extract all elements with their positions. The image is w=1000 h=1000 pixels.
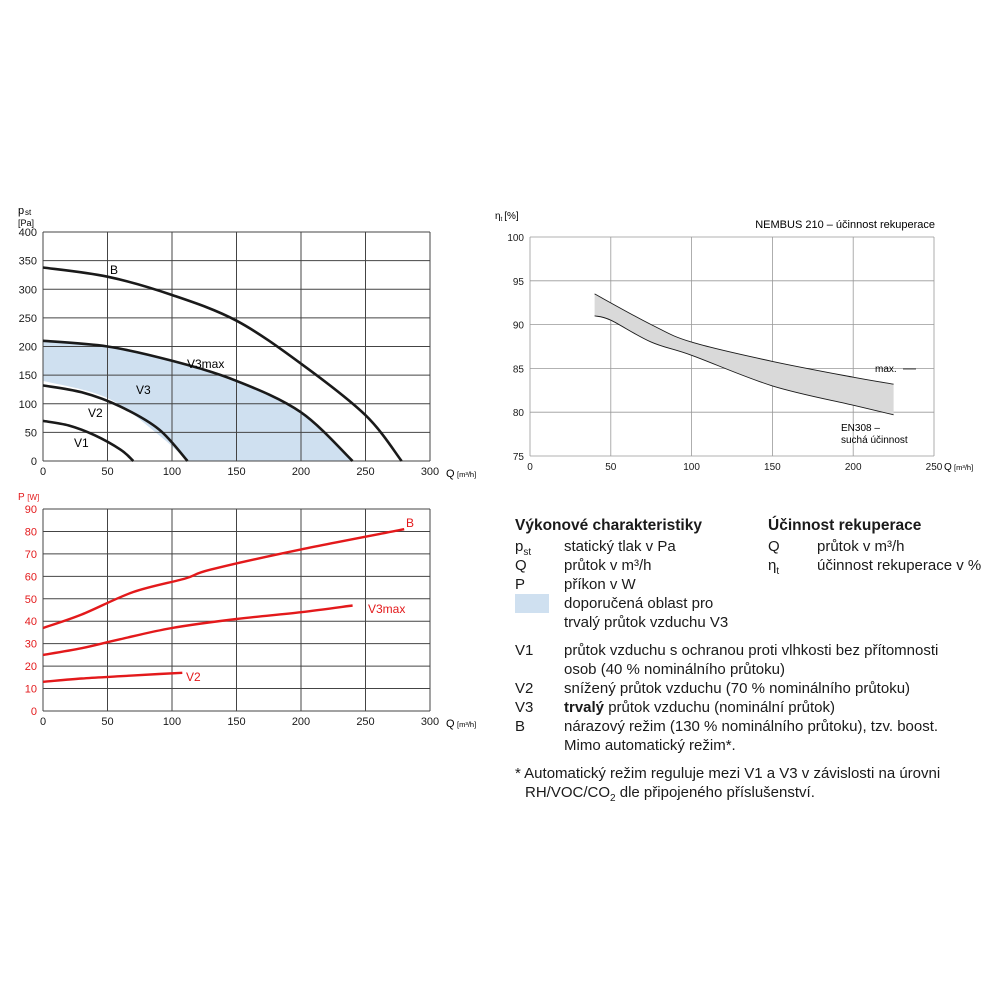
label-v3max-pressure: V3max xyxy=(187,357,224,371)
x-tick-label: 0 xyxy=(40,716,46,728)
label-max: max. xyxy=(875,364,897,375)
y-tick-label: 60 xyxy=(25,571,37,583)
x-tick-label: 150 xyxy=(227,466,245,478)
label-v3-pressure: V3 xyxy=(136,383,151,397)
pressure-curve-v1 xyxy=(42,419,135,462)
label-b-pressure: B xyxy=(110,263,118,277)
y-tick-label: 100 xyxy=(19,399,37,411)
power-curve-v3max xyxy=(42,604,353,657)
x-tick-label: 250 xyxy=(356,716,374,728)
efficiency-ylabel: ηt [%] xyxy=(495,211,519,223)
legend-mode-v1-line2: osob (40 % nominálního průtoku) xyxy=(564,661,785,678)
pressure-ylabel-sub: st xyxy=(25,208,32,217)
pressure-ylabel-unit: [Pa] xyxy=(18,218,34,228)
x-tick-label: 200 xyxy=(292,466,310,478)
power-ylabel: P [W] xyxy=(18,492,39,503)
x-tick-label: 50 xyxy=(605,462,617,473)
x-tick-label: 50 xyxy=(101,716,113,728)
x-tick-label: 0 xyxy=(40,466,46,478)
power-xlabel: Q xyxy=(446,718,455,730)
y-tick-label: 10 xyxy=(25,684,37,696)
legend: Výkonové charakteristiky Účinnost rekupe… xyxy=(515,516,985,816)
efficiency-en308-line xyxy=(594,315,894,416)
efficiency-title: NEMBUS 210 – účinnost rekuperace xyxy=(755,219,935,231)
x-tick-label: 50 xyxy=(101,466,113,478)
x-tick-label: 200 xyxy=(845,462,862,473)
label-v2-power: V2 xyxy=(186,670,201,684)
y-tick-label: 50 xyxy=(25,427,37,439)
y-tick-label: 200 xyxy=(19,342,37,354)
label-b-power: B xyxy=(406,516,414,530)
footnote-line-1: * Automatický režim reguluje mezi V1 a V… xyxy=(515,765,941,782)
area-swatch xyxy=(515,594,549,613)
y-tick-label: 350 xyxy=(19,256,37,268)
x-tick-label: 200 xyxy=(292,716,310,728)
pressure-xlabel: Q xyxy=(446,468,455,480)
label-v3max-power: V3max xyxy=(368,602,405,616)
y-tick-label: 80 xyxy=(25,526,37,538)
power-chart: 0 50 100 150 200 250 300 0 10 20 30 40 50 60 70 80 90 P … xyxy=(18,492,476,730)
efficiency-xunit: [m³/h] xyxy=(954,463,973,472)
y-tick-label: 150 xyxy=(19,370,37,382)
eff-legend-title: Účinnost rekuperace xyxy=(768,517,922,534)
y-tick-label: 90 xyxy=(513,321,525,332)
y-tick-label: 0 xyxy=(31,456,37,468)
y-tick-label: 95 xyxy=(513,277,525,288)
efficiency-max-line xyxy=(594,293,894,385)
x-tick-label: 150 xyxy=(764,462,781,473)
x-tick-label: 300 xyxy=(421,716,439,728)
y-tick-label: 50 xyxy=(25,594,37,606)
y-tick-label: 85 xyxy=(513,364,525,375)
label-v1-pressure: V1 xyxy=(74,436,89,450)
x-tick-label: 250 xyxy=(926,462,943,473)
x-tick-label: 150 xyxy=(227,716,245,728)
x-tick-label: 0 xyxy=(527,462,533,473)
efficiency-band xyxy=(594,293,894,415)
x-tick-label: 100 xyxy=(683,462,700,473)
pressure-chart: 0 50 100 150 200 250 300 0 50 100 150 200 250 300 350 4… xyxy=(18,205,476,480)
power-curve-b xyxy=(42,528,405,630)
efficiency-chart: 0 50 100 150 200 250 75 80 85 90 95 100 ηt [%] NEMBU… xyxy=(495,211,973,473)
legend-area-text-2: trvalý průtok vzduchu V3 xyxy=(564,614,729,631)
y-tick-label: 250 xyxy=(19,313,37,325)
efficiency-xlabel: Q xyxy=(944,462,952,473)
power-curve-v2 xyxy=(42,671,183,683)
y-tick-label: 300 xyxy=(19,284,37,296)
y-tick-label: 70 xyxy=(25,549,37,561)
y-tick-label: 100 xyxy=(507,233,524,244)
pressure-xunit: [m³/h] xyxy=(457,470,476,479)
label-en308-2: suchá účinnost xyxy=(841,435,908,446)
pressure-ylabel: p xyxy=(18,205,24,217)
pressure-curve-v2 xyxy=(42,384,189,462)
y-tick-label: 20 xyxy=(25,661,37,673)
label-v2-pressure: V2 xyxy=(88,406,103,420)
x-tick-label: 300 xyxy=(421,466,439,478)
y-tick-label: 30 xyxy=(25,639,37,651)
y-tick-label: 400 xyxy=(19,227,37,239)
y-tick-label: 0 xyxy=(31,706,37,718)
power-xunit: [m³/h] xyxy=(457,720,476,729)
y-tick-label: 90 xyxy=(25,504,37,516)
x-tick-label: 100 xyxy=(163,716,181,728)
x-tick-label: 250 xyxy=(356,466,374,478)
perf-legend-title: Výkonové charakteristiky xyxy=(515,517,702,534)
label-en308-1: EN308 – xyxy=(841,423,880,434)
pressure-curve-b xyxy=(42,266,403,462)
v3-recommended-area xyxy=(43,340,353,461)
y-tick-label: 40 xyxy=(25,616,37,628)
x-tick-label: 100 xyxy=(163,466,181,478)
y-tick-label: 80 xyxy=(513,408,525,419)
y-tick-label: 75 xyxy=(513,452,525,463)
pressure-curve-v3max xyxy=(42,339,354,462)
legend-mode-b-line2: Mimo automatický režim*. xyxy=(564,737,736,754)
footnote-line-2: RH/VOC/CO2 dle připojeného příslušenství… xyxy=(525,784,815,804)
